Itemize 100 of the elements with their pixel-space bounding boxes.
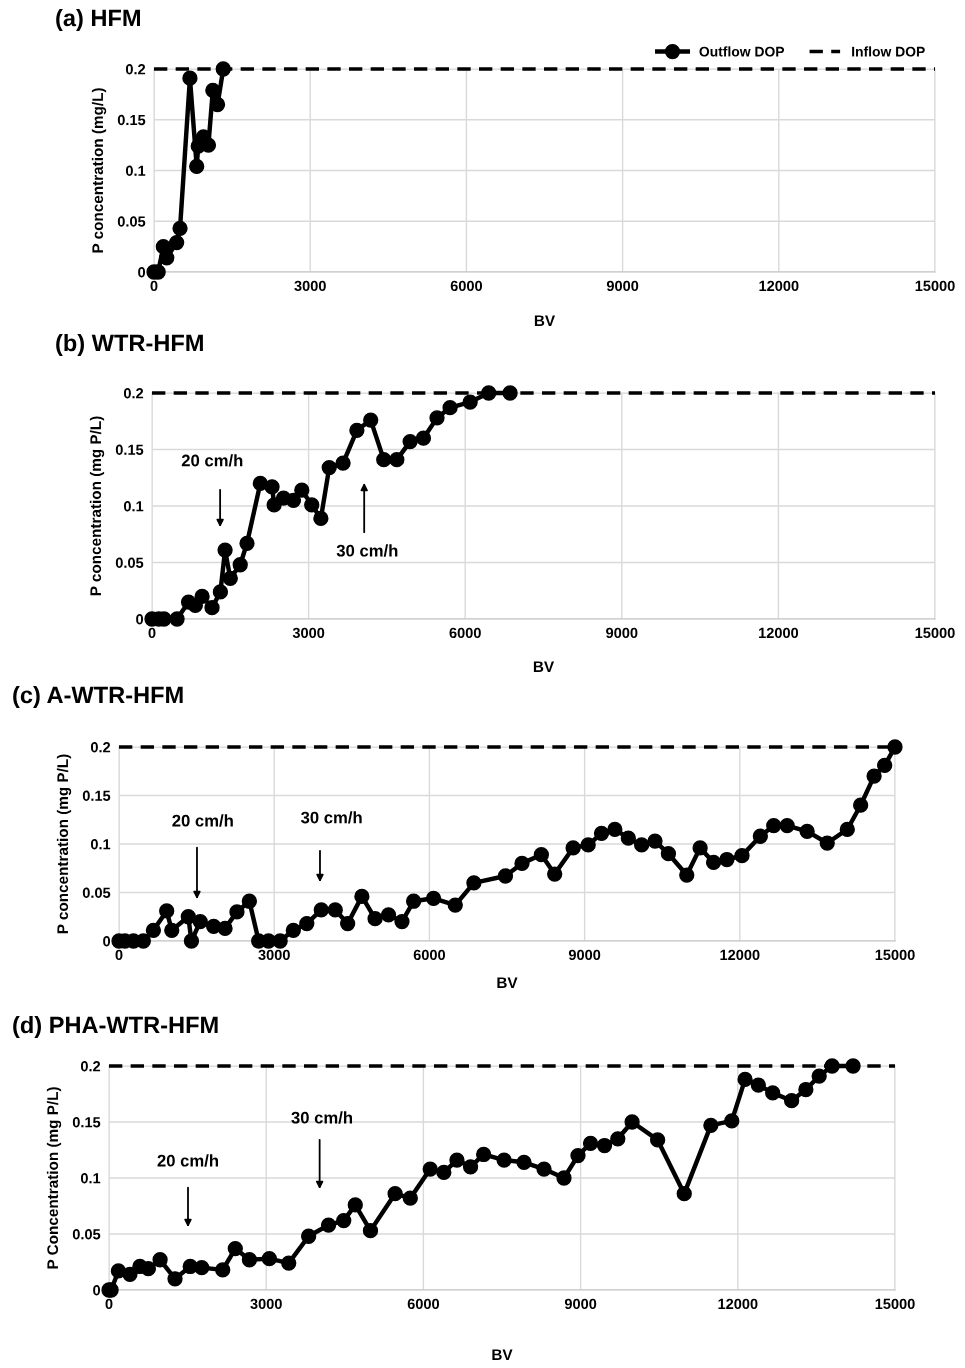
point [169,234,185,251]
y-tick-label: 0.05 [117,216,146,227]
y-tick-label: 0 [93,1285,101,1296]
point [819,835,835,851]
point [752,828,768,844]
point [227,1240,243,1257]
point [799,823,815,840]
point [285,922,301,938]
point [167,1271,183,1287]
x-tick-label: 6000 [407,1298,440,1310]
chart-title: (c) A-WTR-HFM [13,685,183,708]
point [620,830,636,846]
point [624,1114,640,1130]
y-tick-label: 0.05 [72,1229,101,1240]
y-tick-label: 0.2 [80,1061,101,1072]
y-tick-label: 0.2 [125,64,146,75]
point [737,1071,753,1088]
point [122,1266,138,1282]
y-tick-label: 0.15 [117,114,146,126]
point [215,1262,231,1278]
x-tick-label: 12000 [720,949,760,961]
annotation: 20 cm/h [181,454,243,467]
point [466,875,482,891]
point [447,897,463,913]
point [145,922,162,938]
point [281,1255,297,1271]
point [462,1159,479,1175]
point [724,1113,740,1129]
point [582,1135,599,1151]
point [442,400,458,416]
point [839,821,855,838]
y-axis-title: P concentration (mg P/L) [56,754,72,934]
point [593,825,610,841]
point [194,588,210,605]
x-axis-title: BV [492,1349,513,1360]
point [649,1132,666,1148]
point [180,909,196,925]
x-axis-title: BV [497,977,518,988]
point [362,1223,379,1239]
point [783,1093,800,1109]
point [877,757,893,774]
point [209,96,226,113]
y-tick-label: 0.1 [123,501,144,512]
point [217,542,233,558]
point [152,1252,168,1268]
point [363,412,379,428]
x-tick-label: 3000 [294,280,326,292]
x-tick-label: 15000 [915,627,955,639]
y-axis-title: P concentration (mg P/L) [89,416,105,596]
y-tick-label: 0.1 [90,839,111,850]
point [734,848,750,864]
point [389,452,405,468]
point [514,855,530,872]
point [634,837,650,853]
point [232,557,248,573]
point [159,250,175,266]
point [436,1164,452,1181]
point [449,1152,465,1168]
point [679,867,695,883]
point [547,866,563,882]
x-tick-label: 3000 [250,1298,282,1310]
point [261,1251,277,1267]
point [887,739,903,755]
point [194,1259,210,1276]
point [313,902,329,918]
chart-title: (a) HFM [56,9,140,31]
point [164,922,180,938]
point [380,907,397,923]
point [336,1212,352,1229]
point [536,1161,552,1177]
x-tick-label: 6000 [450,280,483,292]
point [354,888,370,905]
legend-label: Inflow DOP [852,46,925,57]
legend-label: Outflow DOP [699,46,785,57]
point [241,893,258,909]
x-tick-label: 15000 [875,949,915,961]
y-tick-label: 0 [136,614,144,625]
point [402,433,418,450]
y-tick-label: 0 [138,267,146,278]
point [765,1085,781,1101]
y-tick-label: 0.2 [123,388,144,399]
point [779,817,795,834]
point [476,1146,492,1163]
point [313,510,329,527]
point [272,933,288,949]
annotation: 30 cm/h [300,811,362,824]
point [294,482,310,498]
x-tick-label: 12000 [759,280,799,292]
point [497,868,514,884]
point [304,497,320,513]
y-tick-label: 0.05 [115,557,144,568]
point [705,854,722,871]
point [462,394,478,410]
point [405,893,422,909]
x-tick-label: 12000 [759,627,799,639]
y-tick-label: 0 [103,936,111,947]
x-tick-label: 9000 [606,280,639,292]
y-tick-label: 0.1 [80,1173,101,1184]
point [169,611,185,627]
chart-title: (b) WTR-HFM [56,333,203,357]
